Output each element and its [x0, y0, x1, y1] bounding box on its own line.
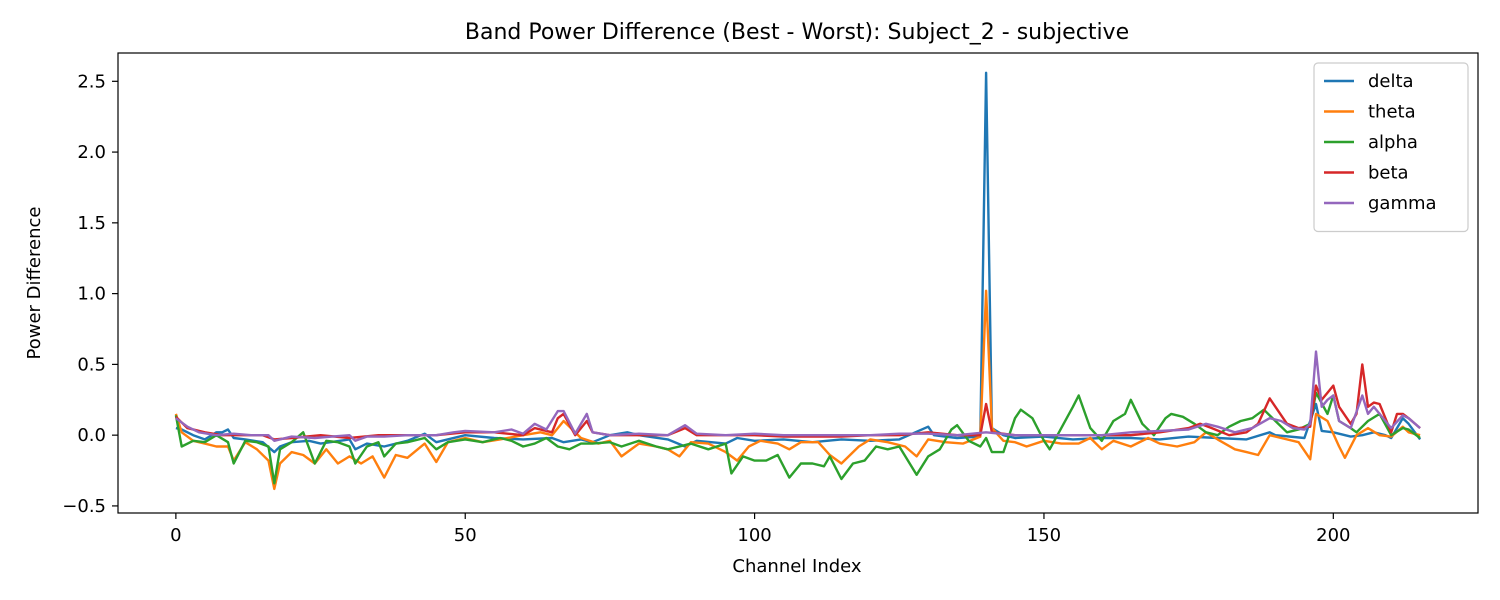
y-tick-label: 2.5: [77, 71, 106, 92]
legend-label-beta: beta: [1368, 163, 1409, 184]
legend-label-theta: theta: [1368, 102, 1416, 123]
series-line-theta: [174, 289, 1421, 491]
x-axis-label: Channel Index: [732, 556, 862, 577]
x-tick-label: 0: [170, 525, 181, 546]
plot-lines: [174, 71, 1422, 491]
y-tick-label: 0.0: [77, 425, 106, 446]
legend-label-alpha: alpha: [1368, 132, 1418, 153]
legend-label-delta: delta: [1368, 71, 1414, 92]
legend: delta theta alpha beta gamma: [1313, 62, 1469, 233]
series-line-gamma: [175, 350, 1421, 442]
series-line-beta: [175, 363, 1421, 441]
series-line-alpha: [174, 391, 1421, 485]
y-tick-label: 0.5: [77, 354, 106, 375]
x-tick-label: 200: [1316, 525, 1350, 546]
x-tick-label: 50: [454, 525, 477, 546]
x-axis: 0 50 100 150 200: [170, 513, 1350, 546]
y-tick-label: 1.0: [77, 284, 106, 305]
series-line-delta: [175, 71, 1422, 454]
legend-label-gamma: gamma: [1368, 193, 1437, 214]
chart-title: Band Power Difference (Best - Worst): Su…: [465, 20, 1129, 45]
y-axis: −0.5 0.0 0.5 1.0 1.5 2.0 2.5: [62, 71, 118, 517]
x-tick-label: 100: [737, 525, 771, 546]
y-tick-label: 2.0: [77, 142, 106, 163]
y-tick-label: 1.5: [77, 213, 106, 234]
x-tick-label: 150: [1027, 525, 1061, 546]
legend-box: [1313, 62, 1469, 233]
plot-frame: [117, 52, 1479, 514]
y-axis-label: Power Difference: [24, 207, 45, 360]
y-tick-label: −0.5: [62, 496, 106, 517]
